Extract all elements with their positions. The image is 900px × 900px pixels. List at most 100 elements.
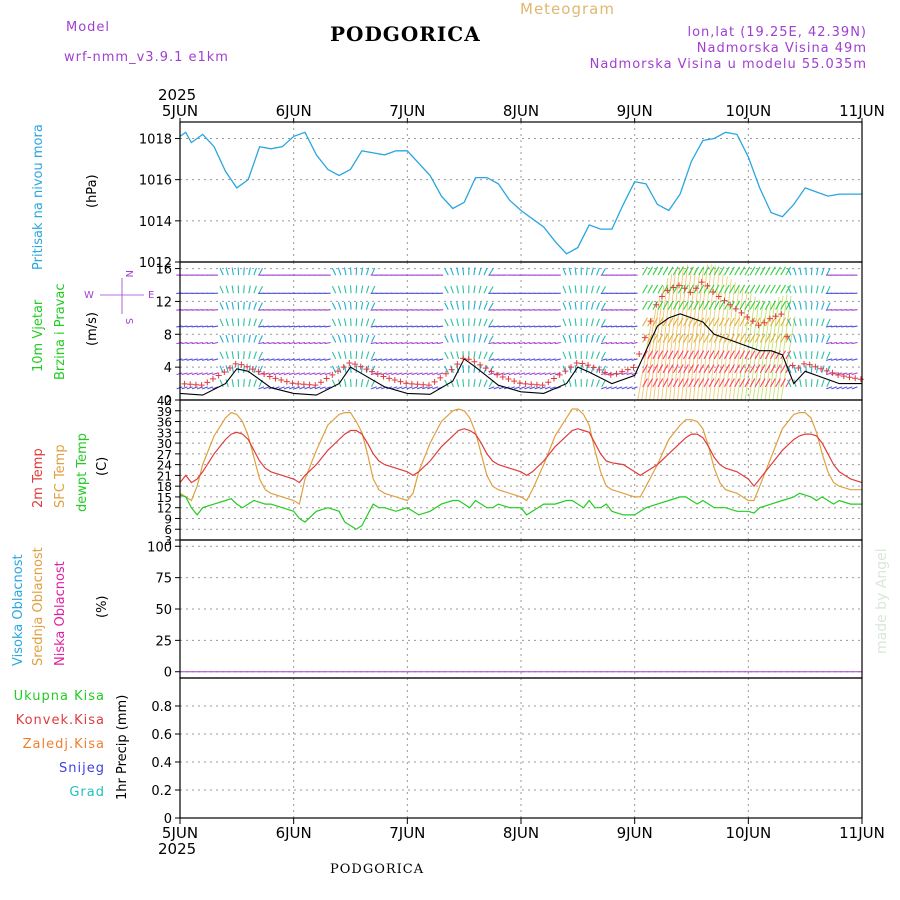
wind-arrow: [793, 302, 797, 310]
wind-arrow: [360, 379, 364, 387]
wind-arrow: [498, 309, 505, 311]
wind-arrow: [294, 372, 301, 376]
wind-arrow: [799, 285, 802, 294]
gust-marker: [192, 381, 199, 388]
wind-arrow: [263, 358, 270, 361]
wind-arrow: [488, 286, 494, 294]
ytick-label: 30: [157, 437, 172, 451]
wind-arrow: [611, 341, 618, 345]
precip-legend-item: Ukupna Kisa: [14, 689, 105, 704]
gust-marker: [227, 364, 234, 371]
wind-arrow: [764, 350, 771, 360]
wind-arrow: [181, 325, 188, 328]
wind-arrow: [519, 386, 526, 390]
wind-arrow: [508, 325, 515, 328]
wind-arrow: [401, 341, 408, 345]
wind-arrow: [437, 325, 444, 328]
wind-arrow: [734, 378, 740, 388]
wind-arrow: [785, 266, 792, 276]
wind-arrow: [396, 372, 403, 376]
wind-arrow: [288, 372, 295, 376]
wind-arrow: [309, 309, 316, 311]
wind-arrow: [473, 379, 476, 387]
gust-hatch-stroke: [704, 269, 720, 401]
wind-arrow: [688, 317, 694, 327]
wind-arrow: [810, 334, 813, 343]
wind-arrow: [744, 364, 751, 374]
wind-arrow: [652, 364, 659, 374]
wind-arrow: [596, 267, 600, 276]
wind-arrow: [529, 325, 536, 328]
wind-arrow: [349, 285, 352, 294]
wind-arrow: [371, 285, 376, 294]
wind-arrow: [585, 267, 588, 276]
wind-arrow: [683, 284, 689, 294]
wind-arrow: [219, 335, 224, 343]
gust-marker: [573, 360, 580, 367]
wind-arrow: [785, 350, 792, 360]
ytick-label: 33: [157, 426, 172, 440]
wind-arrow: [562, 351, 567, 360]
wind-arrow: [219, 318, 224, 327]
wind-arrow: [601, 379, 606, 388]
wind-arrow: [626, 325, 633, 328]
wind-arrow: [206, 341, 214, 345]
wind-arrow: [554, 325, 561, 328]
wind-arrow: [462, 318, 465, 327]
wind-arrow: [554, 309, 561, 311]
wind-arrow: [201, 309, 208, 311]
wind-arrow: [810, 267, 813, 276]
wind-arrow: [278, 358, 285, 361]
wind-arrow: [754, 317, 761, 327]
wind-arrow: [411, 341, 418, 345]
wind-arrow: [825, 309, 832, 311]
wind-arrow: [600, 358, 607, 361]
wind-arrow: [683, 364, 689, 374]
wind-arrow: [708, 364, 715, 374]
wind-arrow: [225, 267, 229, 276]
gust-marker: [215, 372, 222, 379]
wind-arrow: [810, 301, 813, 310]
wind-arrow: [396, 325, 403, 328]
wind-arrow: [456, 334, 460, 343]
temp-ylabel-2: SFC Temp: [53, 444, 68, 508]
ytick-label: 8: [164, 328, 172, 343]
wind-arrow: [799, 267, 802, 276]
compass-rose: W E N S: [84, 270, 154, 324]
gust-hatch-stroke: [637, 320, 653, 401]
wind-arrow: [524, 372, 531, 376]
wind-arrow: [793, 365, 797, 374]
wind-arrow: [590, 379, 594, 387]
wind-arrow: [406, 358, 413, 361]
wind-arrow: [744, 350, 751, 360]
gust-hatch-stroke: [736, 293, 752, 401]
wind-arrow: [416, 309, 423, 311]
wind-arrow: [703, 364, 710, 374]
wind-arrow: [406, 386, 413, 390]
wind-arrow: [385, 309, 393, 311]
wind-arrow: [718, 364, 725, 374]
wind-arrow: [478, 351, 482, 360]
gust-marker: [448, 366, 455, 373]
ytick-label: 24: [157, 459, 172, 473]
wind-arrow: [288, 309, 295, 311]
wind-arrow: [574, 365, 577, 373]
gust-marker: [568, 364, 575, 371]
wind-arrow: [331, 285, 337, 294]
wind-arrow: [331, 365, 337, 374]
wind-arrow: [212, 341, 219, 345]
gust-hatch-stroke: [645, 297, 661, 401]
wind-arrow: [380, 358, 388, 361]
wind-arrow: [688, 266, 694, 276]
wind-arrow: [754, 301, 761, 310]
wind-arrow: [770, 317, 776, 327]
wind-arrow: [799, 351, 802, 360]
wind-arrow: [278, 372, 285, 376]
wind-arrow: [529, 309, 536, 311]
wind-arrow: [562, 285, 567, 294]
wind-arrow: [493, 358, 500, 361]
wind-arrow: [371, 267, 376, 276]
wind-arrow: [562, 318, 567, 327]
wind-arrow: [739, 301, 746, 310]
wind-arrow: [391, 309, 398, 311]
